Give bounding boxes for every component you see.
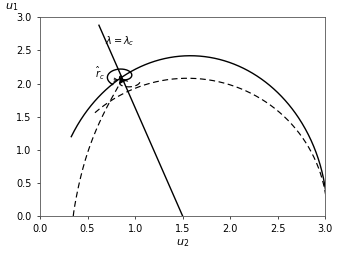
Text: $\lambda = \lambda_c$: $\lambda = \lambda_c$ bbox=[105, 34, 134, 48]
X-axis label: $u_2$: $u_2$ bbox=[176, 237, 189, 249]
Y-axis label: $u_1$: $u_1$ bbox=[5, 2, 18, 13]
Text: $\hat{r}_c$: $\hat{r}_c$ bbox=[95, 65, 105, 82]
